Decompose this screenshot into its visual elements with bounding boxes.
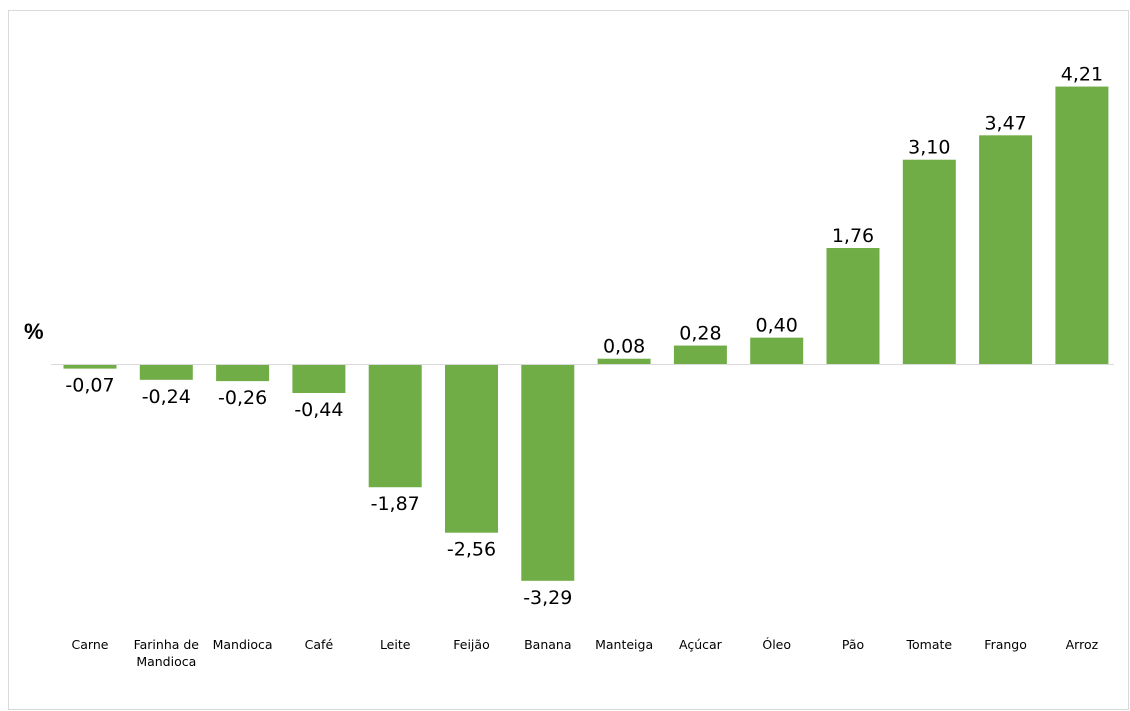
data-label-12: 3,47 bbox=[984, 112, 1026, 134]
data-labels-group: -0,07 -0,24 -0,26 -0,44 -1,87 -2,56 -3,29 0,08 0… bbox=[65, 64, 1103, 609]
data-label-9: 0,40 bbox=[756, 315, 798, 337]
data-label-2: -0,26 bbox=[218, 387, 267, 409]
category-label-12: Frango bbox=[984, 637, 1027, 652]
category-label-10: Pão bbox=[842, 637, 864, 652]
category-label-1: Farinha de Mandioca bbox=[134, 637, 200, 669]
bar-10 bbox=[826, 248, 880, 364]
bar-1 bbox=[139, 364, 193, 380]
bar-4 bbox=[368, 364, 422, 488]
category-label-3: Café bbox=[305, 637, 334, 652]
data-label-0: -0,07 bbox=[65, 375, 114, 397]
data-label-8: 0,28 bbox=[679, 323, 721, 345]
bar-2 bbox=[216, 364, 270, 382]
category-label-9: Óleo bbox=[762, 637, 791, 652]
data-label-3: -0,44 bbox=[294, 399, 343, 421]
bar-5 bbox=[445, 364, 498, 533]
data-label-5: -2,56 bbox=[447, 539, 496, 561]
bar-6 bbox=[521, 364, 575, 581]
unit-label: % bbox=[24, 319, 44, 344]
data-label-1: -0,24 bbox=[142, 386, 191, 408]
data-label-13: 4,21 bbox=[1061, 64, 1103, 86]
bar-9 bbox=[750, 337, 804, 364]
category-label-0: Carne bbox=[72, 637, 109, 652]
category-label-7: Manteiga bbox=[595, 637, 653, 652]
bar-chart: % -0,07 -0,24 -0,26 -0,44 -1,87 -2,56 -3,29 0,0… bbox=[24, 64, 1114, 669]
bar-11 bbox=[902, 159, 956, 364]
data-label-7: 0,08 bbox=[603, 336, 645, 358]
category-label-5: Feijão bbox=[453, 637, 489, 652]
bar-12 bbox=[979, 135, 1033, 364]
data-label-10: 1,76 bbox=[832, 225, 874, 247]
bar-3 bbox=[292, 364, 346, 393]
category-label-4: Leite bbox=[380, 637, 411, 652]
category-label-6: Banana bbox=[524, 637, 571, 652]
data-label-11: 3,10 bbox=[908, 137, 950, 159]
chart-frame: % -0,07 -0,24 -0,26 -0,44 -1,87 -2,56 -3,29 0,0… bbox=[8, 10, 1129, 710]
bar-7 bbox=[597, 358, 651, 364]
category-label-11: Tomate bbox=[906, 637, 953, 652]
bar-0 bbox=[63, 364, 117, 369]
bars-group bbox=[63, 86, 1109, 581]
category-label-13: Arroz bbox=[1066, 637, 1099, 652]
category-label-8: Açúcar bbox=[679, 637, 723, 652]
category-labels-group: Carne Farinha de Mandioca Mandioca Café Leite… bbox=[72, 637, 1099, 669]
data-label-4: -1,87 bbox=[371, 493, 420, 515]
data-label-6: -3,29 bbox=[523, 587, 572, 609]
bar-8 bbox=[673, 345, 727, 364]
category-label-2: Mandioca bbox=[213, 637, 273, 652]
bar-13 bbox=[1055, 86, 1109, 364]
